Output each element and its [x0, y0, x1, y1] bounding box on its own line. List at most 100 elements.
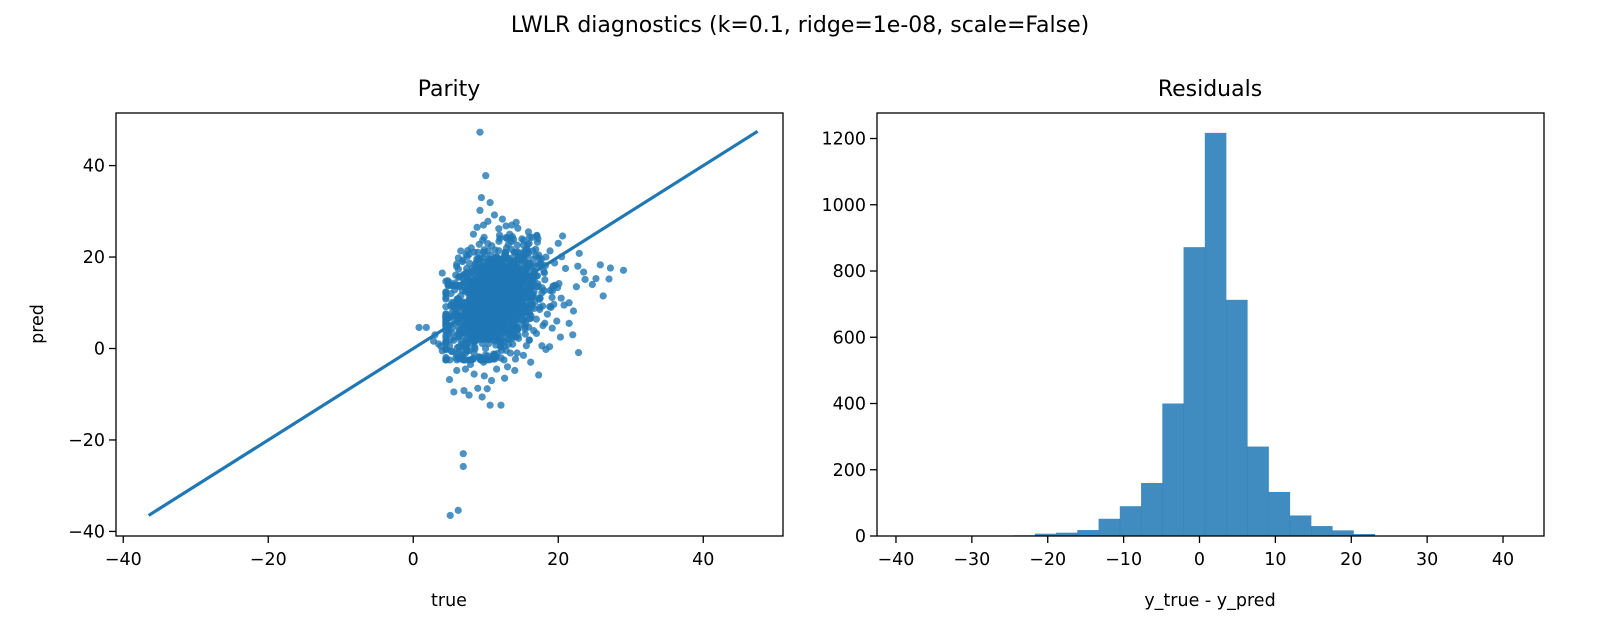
histogram-bar [1099, 519, 1121, 536]
scatter-point [487, 271, 494, 278]
residuals-y-tick-label: 200 [833, 461, 866, 481]
scatter-point [462, 288, 469, 295]
scatter-point [496, 232, 503, 239]
scatter-point [468, 244, 475, 251]
scatter-point [476, 129, 483, 136]
scatter-point [570, 307, 577, 314]
scatter-point [460, 343, 467, 350]
scatter-point [471, 349, 478, 356]
histogram-bar [1226, 300, 1248, 536]
residuals-x-tick-label: 10 [1264, 550, 1286, 570]
scatter-point [519, 294, 526, 301]
scatter-point [569, 331, 576, 338]
scatter-point [486, 279, 493, 286]
scatter-point [464, 275, 471, 282]
scatter-point [560, 301, 567, 308]
scatter-point [484, 218, 491, 225]
scatter-point [479, 262, 486, 269]
histogram-bar [1162, 404, 1184, 537]
scatter-point [457, 330, 464, 337]
scatter-point [521, 325, 528, 332]
scatter-point [504, 363, 511, 370]
scatter-point [467, 361, 474, 368]
parity-title: Parity [418, 77, 481, 102]
scatter-point [465, 327, 472, 334]
scatter-point [549, 325, 556, 332]
scatter-point [558, 253, 565, 260]
scatter-point [501, 316, 508, 323]
residuals-x-tick-label: 40 [1492, 550, 1514, 570]
scatter-point [470, 231, 477, 238]
scatter-point [473, 224, 480, 231]
scatter-point [541, 269, 548, 276]
scatter-point [475, 315, 482, 322]
scatter-point [478, 194, 485, 201]
scatter-point [527, 359, 534, 366]
scatter-point [471, 276, 478, 283]
scatter-point [503, 308, 510, 315]
scatter-point [463, 265, 470, 272]
scatter-point [511, 282, 518, 289]
scatter-point [529, 301, 536, 308]
scatter-point [508, 302, 515, 309]
scatter-point [459, 258, 466, 265]
histogram-bar [1120, 506, 1142, 536]
scatter-point [487, 321, 494, 328]
scatter-point [479, 237, 486, 244]
scatter-point [620, 267, 627, 274]
histogram-bar [1311, 526, 1333, 536]
figure-suptitle: LWLR diagnostics (k=0.1, ridge=1e-08, sc… [511, 13, 1089, 38]
scatter-point [482, 352, 489, 359]
scatter-point [479, 327, 486, 334]
parity-y-tick-label: 20 [83, 248, 105, 268]
scatter-point [497, 275, 504, 282]
scatter-point [501, 322, 508, 329]
scatter-point [493, 327, 500, 334]
scatter-point [557, 333, 564, 340]
scatter-point [465, 316, 472, 323]
scatter-point [597, 261, 604, 268]
scatter-point [562, 265, 569, 272]
scatter-point [439, 347, 446, 354]
scatter-point [466, 306, 473, 313]
residuals-x-tick-label: −30 [953, 550, 990, 570]
scatter-point [514, 349, 521, 356]
scatter-point [490, 333, 497, 340]
scatter-point [536, 306, 543, 313]
scatter-point [463, 336, 470, 343]
scatter-point [515, 266, 522, 273]
histogram-bar [1141, 483, 1163, 536]
histogram-bar [1205, 133, 1227, 536]
scatter-point [442, 339, 449, 346]
scatter-point [575, 349, 582, 356]
scatter-point [531, 268, 538, 275]
residuals-title: Residuals [1158, 77, 1262, 102]
scatter-point [555, 240, 562, 247]
parity-plot-area [149, 129, 758, 519]
scatter-point [493, 262, 500, 269]
scatter-point [580, 269, 587, 276]
scatter-point [450, 300, 457, 307]
scatter-point [505, 241, 512, 248]
histogram-bar [1184, 247, 1206, 536]
scatter-point [450, 388, 457, 395]
scatter-point [553, 317, 560, 324]
residuals-x-tick-label: −20 [1029, 550, 1066, 570]
scatter-point [415, 324, 422, 331]
scatter-point [492, 246, 499, 253]
scatter-point [520, 253, 527, 260]
scatter-point [451, 312, 458, 319]
scatter-point [535, 371, 542, 378]
parity-x-tick-label: −20 [250, 550, 287, 570]
scatter-point [489, 353, 496, 360]
residuals-x-tick-label: 20 [1340, 550, 1362, 570]
parity-x-tick-label: −40 [105, 550, 142, 570]
parity-y-tick-label: −40 [68, 522, 105, 542]
scatter-point [477, 291, 484, 298]
scatter-point [479, 393, 486, 400]
